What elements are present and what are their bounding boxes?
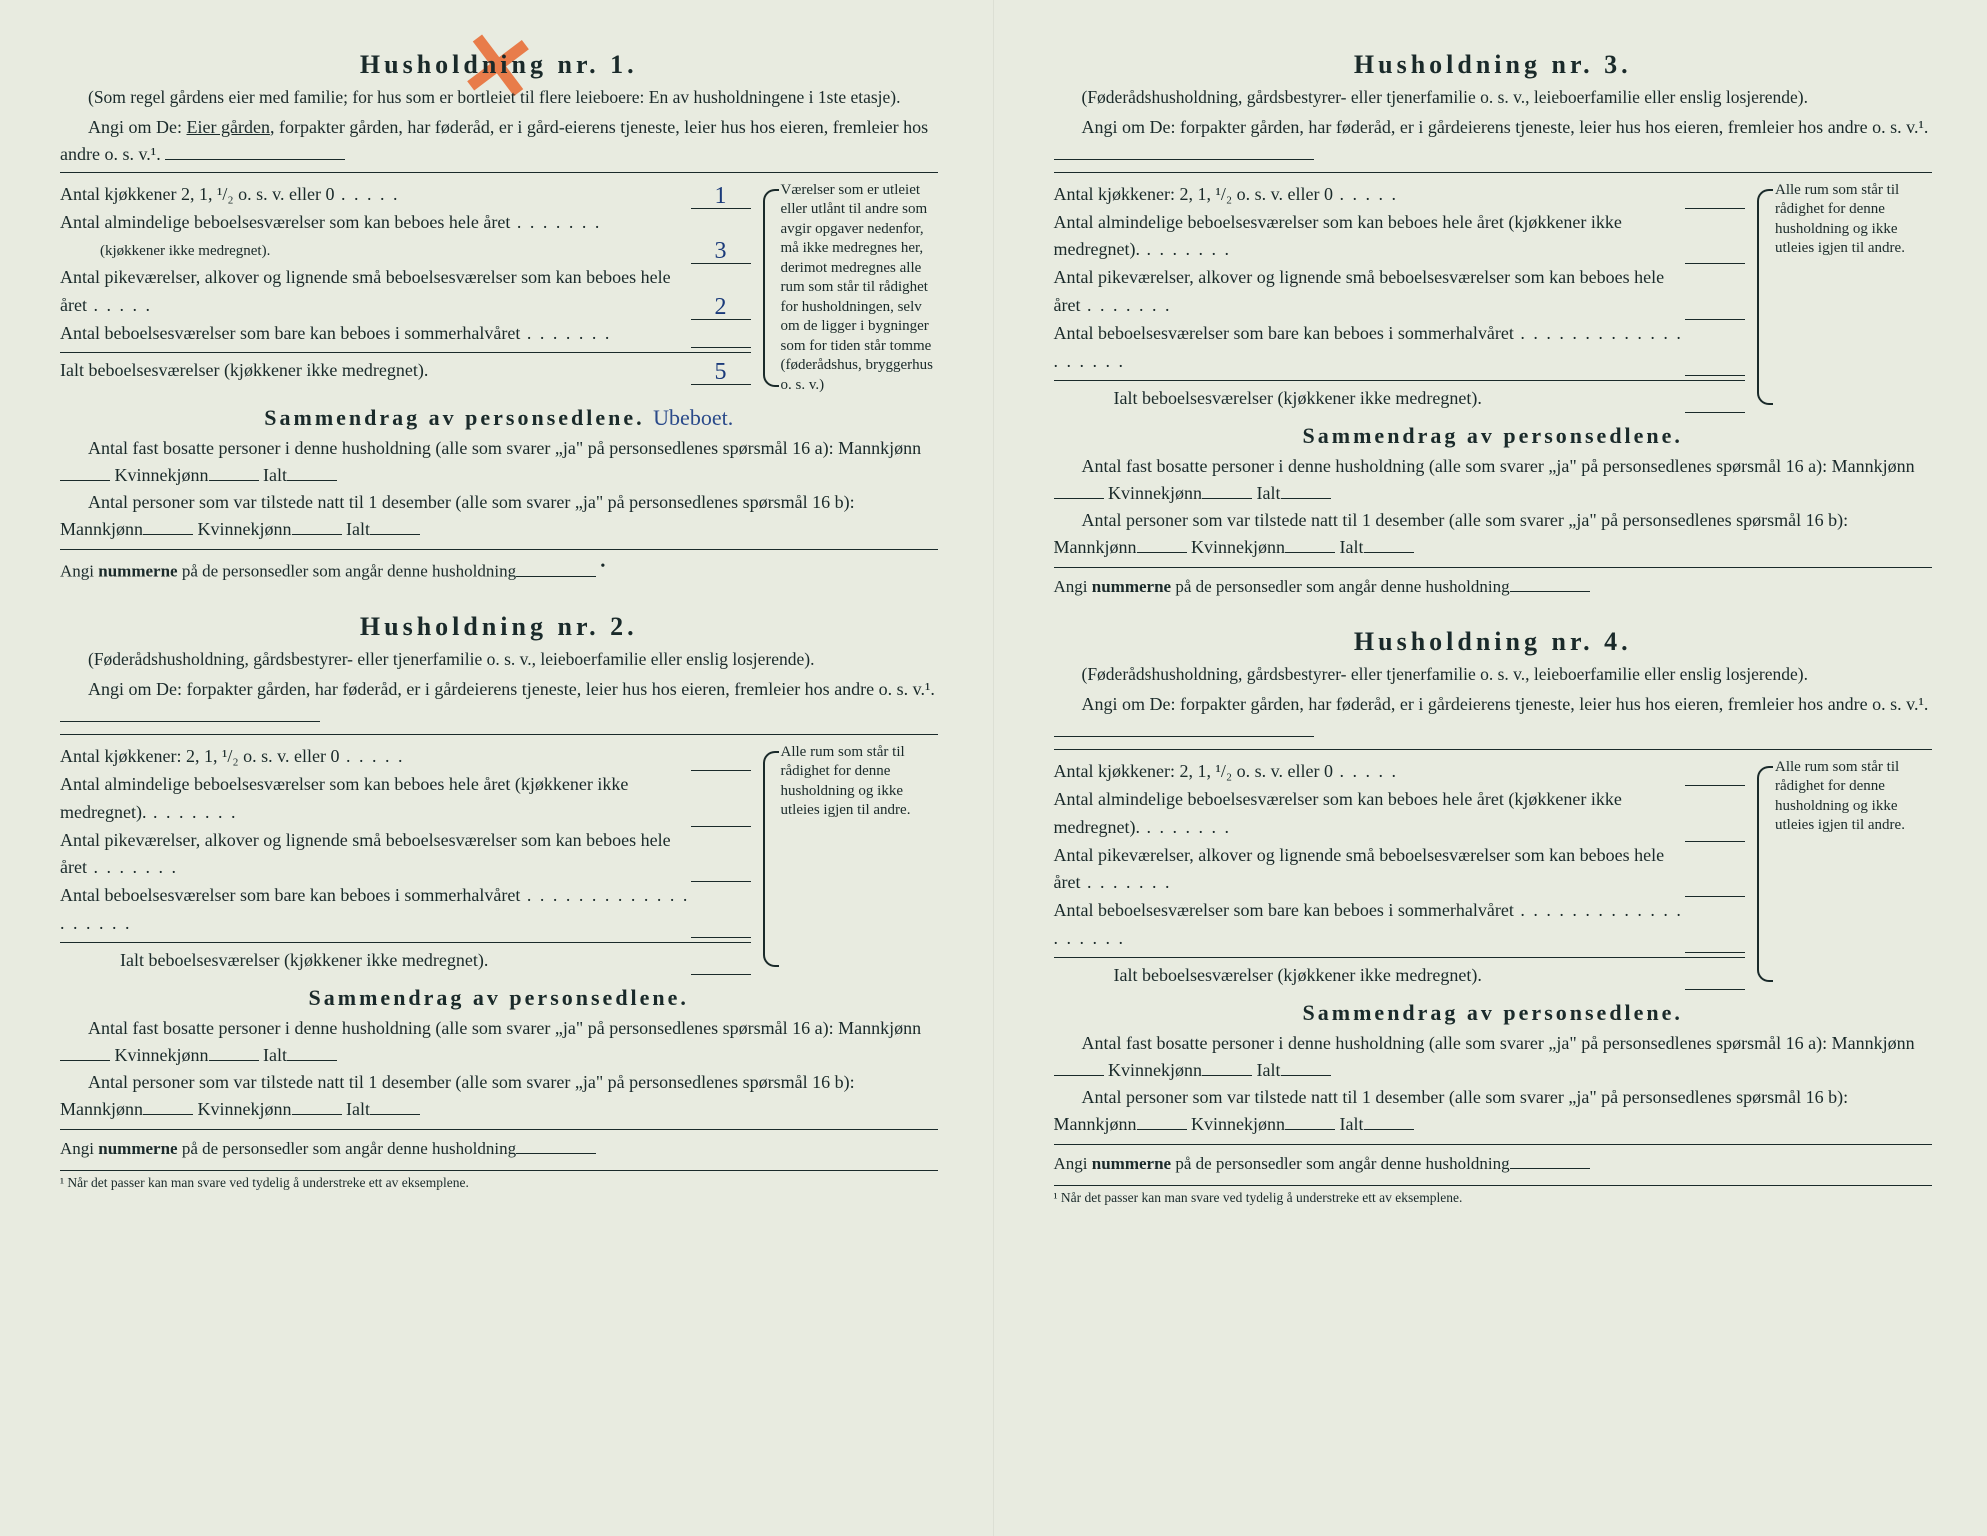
- angi-blank: [165, 159, 345, 160]
- hh2-q-total: Ialt beboelsesværelser (kjøkkener ikke m…: [60, 947, 691, 975]
- v-pike: 2: [691, 295, 751, 320]
- hh2-title: Husholdning nr. 2.: [60, 612, 938, 642]
- q-total: Ialt beboelsesværelser (kjøkkener ikke m…: [60, 357, 691, 385]
- hh2-subtitle: (Føderådshusholdning, gårdsbestyrer- ell…: [60, 648, 938, 672]
- hh3-brace-note: Alle rum som står til rådighet for denne…: [1757, 181, 1932, 413]
- hh4-q-kitchen: Antal kjøkkener: 2, 1, ¹/₂ o. s. v. elle…: [1054, 758, 1686, 786]
- hh3-rooms-block: Antal kjøkkener: 2, 1, ¹/₂ o. s. v. elle…: [1054, 181, 1933, 413]
- hh1-summer-row: Antal beboelsesværelser som bare kan beb…: [60, 320, 751, 348]
- v-rooms: 3: [691, 239, 751, 264]
- hh3-v-rooms: [1685, 263, 1745, 264]
- v-kitchen: 1: [691, 184, 751, 209]
- hh4-footnote: ¹ Når det passer kan man svare ved tydel…: [1054, 1185, 1933, 1206]
- hh2-v-summer: [691, 937, 751, 938]
- angi-pre: Angi om De:: [88, 117, 182, 137]
- page-left: Husholdning nr. 1. (Som regel gårdens ei…: [0, 0, 994, 1536]
- hh1-rooms-row: Antal almindelige beboelsesværelser som …: [60, 209, 751, 265]
- hh1-subtitle: (Som regel gårdens eier med familie; for…: [60, 86, 938, 110]
- hh3-q-rooms: Antal almindelige beboelsesværelser som …: [1054, 209, 1686, 265]
- hh1-pike-row: Antal pikeværelser, alkover og lignende …: [60, 264, 751, 320]
- hh4-brace-note: Alle rum som står til rådighet for denne…: [1757, 758, 1932, 990]
- hh4-rooms-block: Antal kjøkkener: 2, 1, ¹/₂ o. s. v. elle…: [1054, 758, 1933, 990]
- hh4-title: Husholdning nr. 4.: [1054, 627, 1933, 657]
- hh1-s2: Antal personer som var tilstede natt til…: [60, 489, 938, 543]
- household-3: Husholdning nr. 3. (Føderådshusholdning,…: [1054, 50, 1933, 599]
- hh3-s2: Antal personer som var tilstede natt til…: [1054, 507, 1933, 561]
- hh2-q-kitchen: Antal kjøkkener: 2, 1, ¹/₂ o. s. v. elle…: [60, 743, 691, 771]
- hh3-summary-title: Sammendrag av personsedlene.: [1054, 423, 1933, 449]
- hh3-q-summer: Antal beboelsesværelser som bare kan beb…: [1054, 320, 1686, 376]
- hh4-q-summer: Antal beboelsesværelser som bare kan beb…: [1054, 897, 1686, 953]
- hh3-angi-num: Angi nummerne på de personsedler som ang…: [1054, 567, 1933, 600]
- hh4-v-kitchen: [1685, 785, 1745, 786]
- page-right: Husholdning nr. 3. (Føderådshusholdning,…: [994, 0, 1987, 1536]
- household-2: Husholdning nr. 2. (Føderådshusholdning,…: [60, 612, 938, 1190]
- hh4-v-total: [1685, 989, 1745, 990]
- hh2-summary-title: Sammendrag av personsedlene.: [60, 985, 938, 1011]
- hh2-rooms-block: Antal kjøkkener: 2, 1, ¹/₂ o. s. v. elle…: [60, 743, 938, 975]
- hh2-q-pike: Antal pikeværelser, alkover og lignende …: [60, 827, 691, 883]
- hh3-title: Husholdning nr. 3.: [1054, 50, 1933, 80]
- hh4-v-summer: [1685, 952, 1745, 953]
- hh1-angi: Angi om De: Eier gården, forpakter gårde…: [60, 114, 938, 168]
- hh2-brace-note: Alle rum som står til rådighet for denne…: [763, 743, 938, 975]
- q-rooms: Antal almindelige beboelsesværelser som …: [60, 209, 691, 265]
- hh1-rooms-block: Antal kjøkkener 2, 1, ¹/₂ o. s. v. eller…: [60, 181, 938, 396]
- hh3-q-kitchen: Antal kjøkkener: 2, 1, ¹/₂ o. s. v. elle…: [1054, 181, 1686, 209]
- hh3-angi: Angi om De: forpakter gården, har føderå…: [1054, 114, 1933, 168]
- hh4-subtitle: (Føderådshusholdning, gårdsbestyrer- ell…: [1054, 663, 1933, 687]
- hh2-v-kitchen: [691, 770, 751, 771]
- hh1-handwritten: Ubeboet.: [653, 405, 733, 430]
- hh3-v-total: [1685, 412, 1745, 413]
- hh2-footnote: ¹ Når det passer kan man svare ved tydel…: [60, 1170, 938, 1191]
- hh1-s1: Antal fast bosatte personer i denne hush…: [60, 435, 938, 489]
- hh3-v-summer: [1685, 375, 1745, 376]
- hh2-q-rooms: Antal almindelige beboelsesværelser som …: [60, 771, 691, 827]
- hh3-q-total: Ialt beboelsesværelser (kjøkkener ikke m…: [1054, 385, 1686, 413]
- q-summer: Antal beboelsesværelser som bare kan beb…: [60, 320, 691, 348]
- v-summer: [691, 347, 751, 348]
- hh2-v-rooms: [691, 826, 751, 827]
- hh1-angi-num: Angi nummerne på de personsedler som ang…: [60, 549, 938, 584]
- hh4-v-pike: [1685, 896, 1745, 897]
- hh3-q-pike: Antal pikeværelser, alkover og lignende …: [1054, 264, 1686, 320]
- hh4-s1: Antal fast bosatte personer i denne hush…: [1054, 1030, 1933, 1084]
- hh3-s1: Antal fast bosatte personer i denne hush…: [1054, 453, 1933, 507]
- hh4-angi-num: Angi nummerne på de personsedler som ang…: [1054, 1144, 1933, 1177]
- hh1-title: Husholdning nr. 1.: [60, 50, 938, 80]
- angi-eier-underlined: Eier gården: [187, 117, 270, 137]
- hh2-s1: Antal fast bosatte personer i denne hush…: [60, 1015, 938, 1069]
- hh1-kitchen-row: Antal kjøkkener 2, 1, ¹/₂ o. s. v. eller…: [60, 181, 751, 209]
- hh1-summary-title: Sammendrag av personsedlene. Ubeboet.: [60, 405, 938, 431]
- hh2-s2: Antal personer som var tilstede natt til…: [60, 1069, 938, 1123]
- v-total: 5: [691, 360, 751, 385]
- hh2-v-pike: [691, 881, 751, 882]
- hh3-v-kitchen: [1685, 208, 1745, 209]
- hh4-q-total: Ialt beboelsesværelser (kjøkkener ikke m…: [1054, 962, 1686, 990]
- hh2-angi-num: Angi nummerne på de personsedler som ang…: [60, 1129, 938, 1162]
- hh4-q-pike: Antal pikeværelser, alkover og lignende …: [1054, 842, 1686, 898]
- hh4-q-rooms: Antal almindelige beboelsesværelser som …: [1054, 786, 1686, 842]
- hh4-v-rooms: [1685, 841, 1745, 842]
- hh1-brace-note: Værelser som er utleiet eller utlånt til…: [763, 181, 938, 396]
- hh4-s2: Antal personer som var tilstede natt til…: [1054, 1084, 1933, 1138]
- hh3-subtitle: (Føderådshusholdning, gårdsbestyrer- ell…: [1054, 86, 1933, 110]
- hh1-total-row: Ialt beboelsesværelser (kjøkkener ikke m…: [60, 357, 751, 385]
- hh4-angi: Angi om De: forpakter gården, har føderå…: [1054, 691, 1933, 745]
- q-kitchen: Antal kjøkkener 2, 1, ¹/₂ o. s. v. eller…: [60, 181, 691, 209]
- household-1: Husholdning nr. 1. (Som regel gårdens ei…: [60, 50, 938, 584]
- household-4: Husholdning nr. 4. (Føderådshusholdning,…: [1054, 627, 1933, 1205]
- hh4-summary-title: Sammendrag av personsedlene.: [1054, 1000, 1933, 1026]
- hh2-angi: Angi om De: forpakter gården, har føderå…: [60, 676, 938, 730]
- hh2-v-total: [691, 974, 751, 975]
- hh3-v-pike: [1685, 319, 1745, 320]
- q-pike: Antal pikeværelser, alkover og lignende …: [60, 264, 691, 320]
- hh2-q-summer: Antal beboelsesværelser som bare kan beb…: [60, 882, 691, 938]
